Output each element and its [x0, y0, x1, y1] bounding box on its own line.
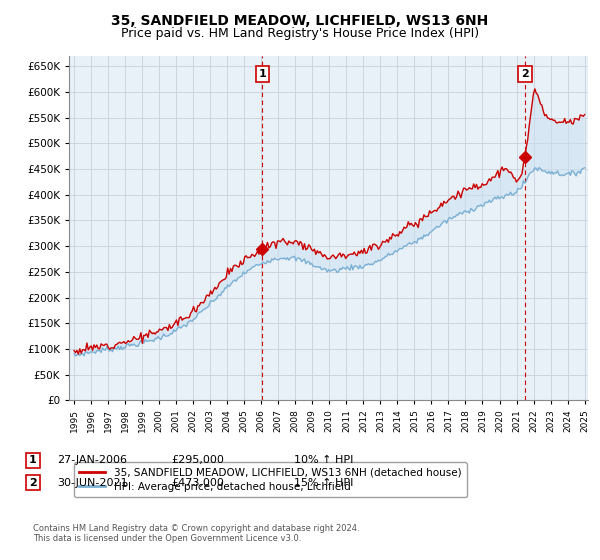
Legend: 35, SANDFIELD MEADOW, LICHFIELD, WS13 6NH (detached house), HPI: Average price, : 35, SANDFIELD MEADOW, LICHFIELD, WS13 6N…: [74, 463, 467, 497]
Text: Price paid vs. HM Land Registry's House Price Index (HPI): Price paid vs. HM Land Registry's House …: [121, 27, 479, 40]
Text: 1: 1: [29, 455, 37, 465]
Text: 35, SANDFIELD MEADOW, LICHFIELD, WS13 6NH: 35, SANDFIELD MEADOW, LICHFIELD, WS13 6N…: [112, 14, 488, 28]
Text: 2: 2: [29, 478, 37, 488]
Text: £295,000: £295,000: [171, 455, 224, 465]
Text: Contains HM Land Registry data © Crown copyright and database right 2024.
This d: Contains HM Land Registry data © Crown c…: [33, 524, 359, 543]
Text: 15% ↑ HPI: 15% ↑ HPI: [294, 478, 353, 488]
Text: 10% ↑ HPI: 10% ↑ HPI: [294, 455, 353, 465]
Text: £473,000: £473,000: [171, 478, 224, 488]
Text: 30-JUN-2021: 30-JUN-2021: [57, 478, 128, 488]
Text: 1: 1: [259, 69, 266, 79]
Text: 2: 2: [521, 69, 529, 79]
Text: 27-JAN-2006: 27-JAN-2006: [57, 455, 127, 465]
